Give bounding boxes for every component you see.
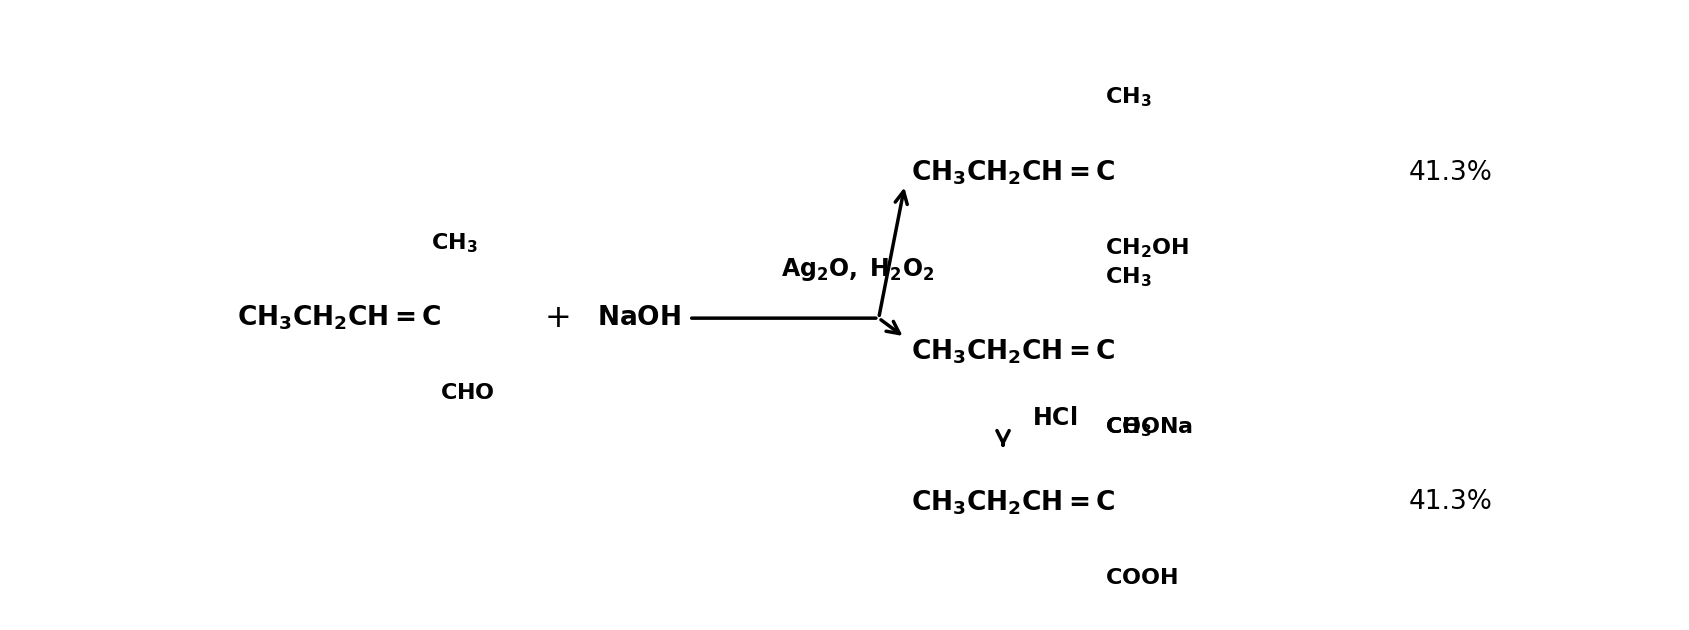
Text: $\bf{CH_3CH_2CH{=}C}$: $\bf{CH_3CH_2CH{=}C}$ [912,488,1115,517]
Text: $\bf{CH_3}$: $\bf{CH_3}$ [431,231,478,255]
Text: +: + [544,302,571,334]
Text: $\bf{CH_3}$: $\bf{CH_3}$ [1105,416,1152,439]
Text: $\bf{CH_3CH_2CH{=}C}$: $\bf{CH_3CH_2CH{=}C}$ [912,158,1115,187]
Text: 41.3%: 41.3% [1409,159,1493,186]
Text: $\bf{NaOH}$: $\bf{NaOH}$ [598,305,681,331]
Text: $\bf{HCl}$: $\bf{HCl}$ [1032,406,1078,430]
Text: $\bf{CH_3CH_2CH{=}C}$: $\bf{CH_3CH_2CH{=}C}$ [912,338,1115,367]
Text: $\bf{Ag_2O,\ H_2O_2}$: $\bf{Ag_2O,\ H_2O_2}$ [780,256,934,283]
Text: $\bf{CHO}$: $\bf{CHO}$ [441,383,495,403]
Text: $\bf{COONa}$: $\bf{COONa}$ [1105,417,1192,437]
Text: $\bf{CH_3}$: $\bf{CH_3}$ [1105,265,1152,289]
Text: $\bf{COOH}$: $\bf{COOH}$ [1105,568,1177,588]
Text: 41.3%: 41.3% [1409,490,1493,515]
Text: $\bf{CH_3}$: $\bf{CH_3}$ [1105,86,1152,109]
Text: $\bf{CH_3CH_2CH{=}C}$: $\bf{CH_3CH_2CH{=}C}$ [236,304,441,333]
Text: $\bf{CH_2OH}$: $\bf{CH_2OH}$ [1105,236,1189,260]
